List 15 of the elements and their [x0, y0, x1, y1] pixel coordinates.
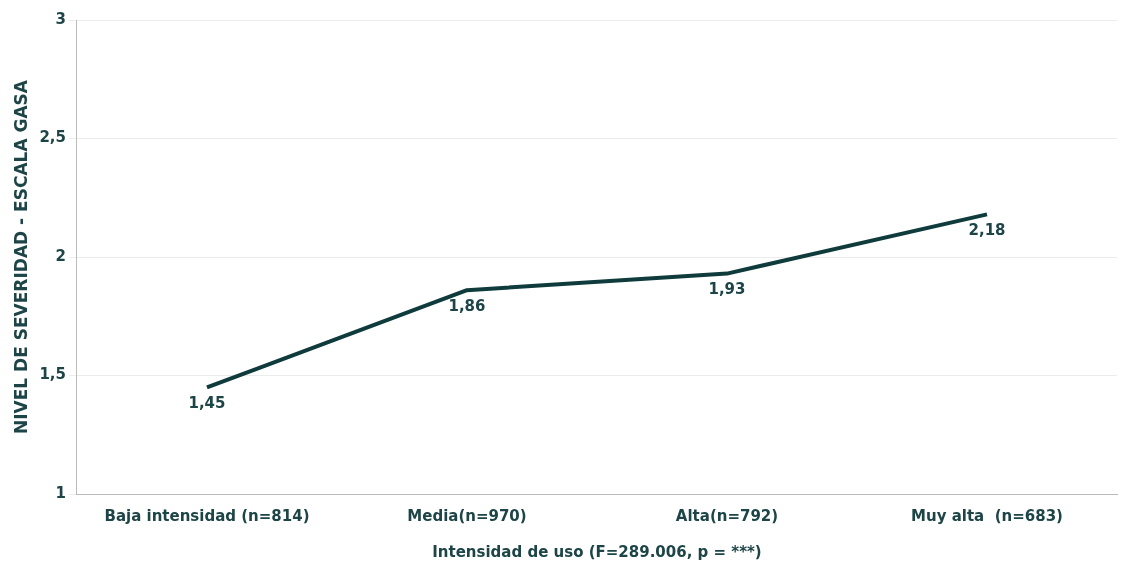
- x-tick-label: Media(n=970): [407, 506, 527, 525]
- y-axis-title: NIVEL DE SEVERIDAD - ESCALA GASA: [10, 79, 31, 434]
- y-tick-label: 1: [55, 483, 66, 502]
- x-tick-label: Alta(n=792): [675, 506, 779, 525]
- data-label: 2,18: [968, 220, 1006, 239]
- y-tick-label: 1,5: [39, 365, 66, 384]
- y-tick-label: 2,5: [39, 128, 66, 147]
- data-label: 1,45: [188, 393, 226, 412]
- data-label: 1,93: [708, 279, 746, 298]
- x-tick-label: Muy alta (n=683): [911, 506, 1063, 525]
- data-label: 1,86: [448, 296, 486, 315]
- y-tick-label: 2: [55, 246, 66, 265]
- x-axis-title: Intensidad de uso (F=289.006, p = ***): [432, 542, 762, 561]
- y-tick-label: 3: [55, 9, 66, 28]
- x-tick-label: Baja intensidad (n=814): [104, 506, 310, 525]
